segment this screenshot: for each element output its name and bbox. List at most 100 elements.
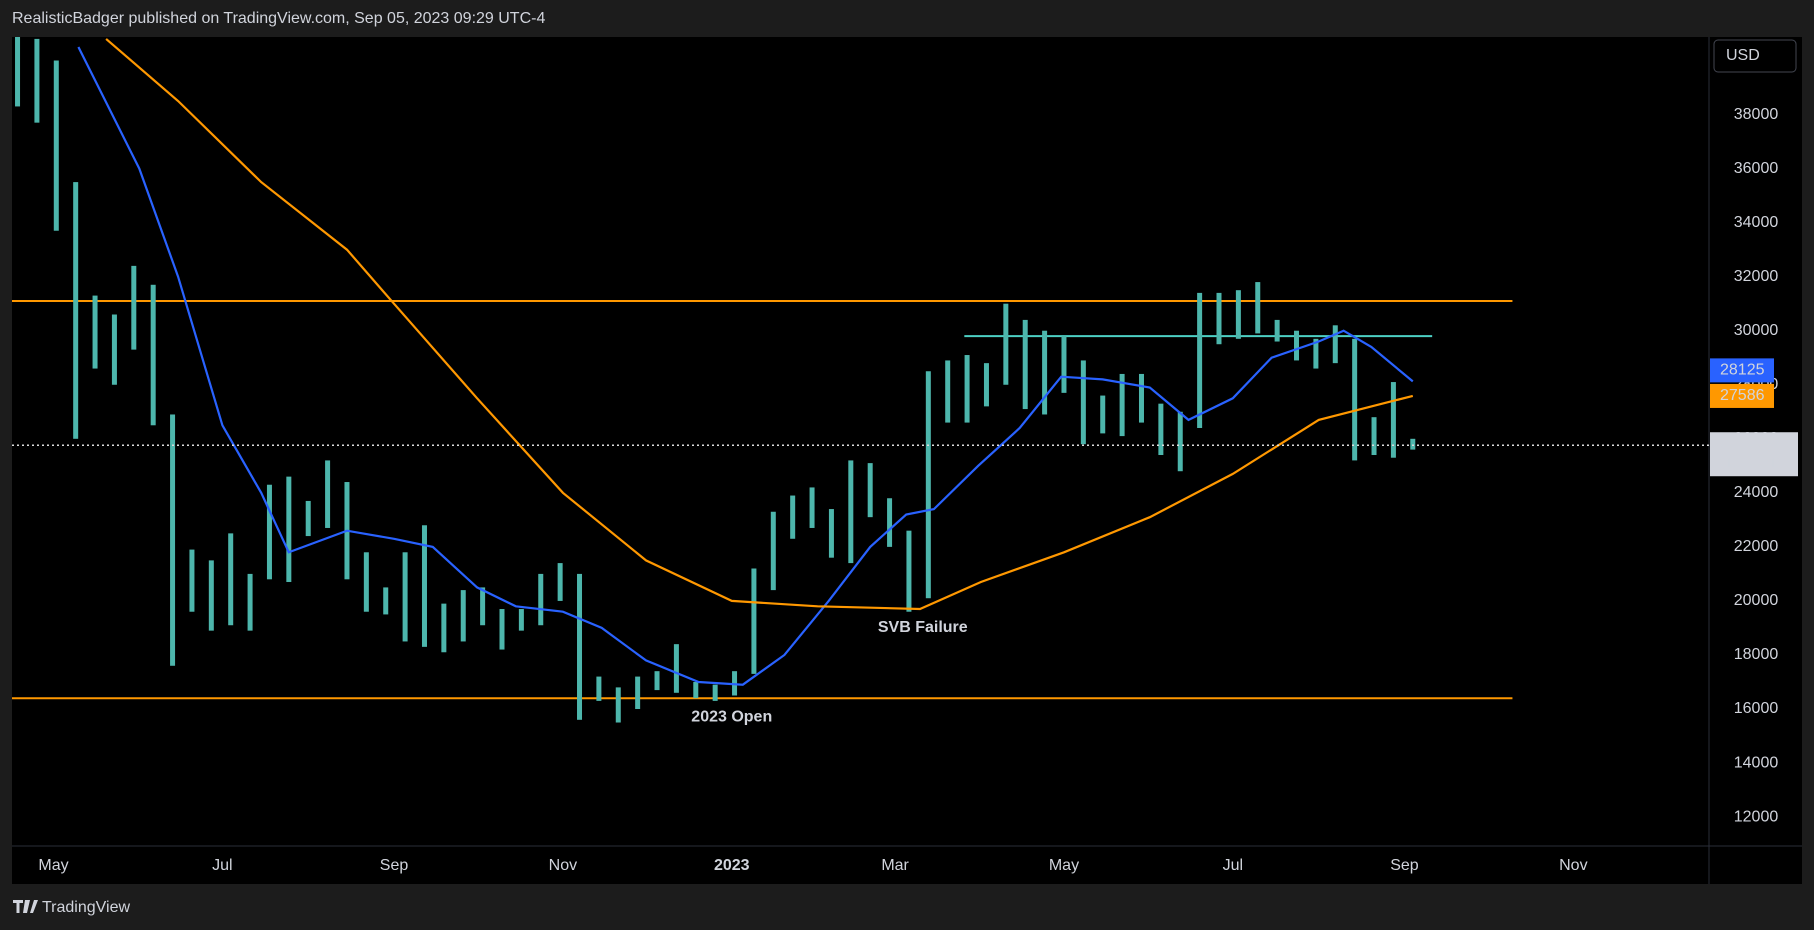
price-bar [673,644,679,693]
price-bar [1158,403,1164,456]
time-axis [12,846,1802,884]
price-bar [170,414,176,666]
price-bar [1080,360,1086,445]
price-bar [906,530,912,612]
price-label-box [1710,383,1774,408]
annotation: 2023 Open [691,708,772,725]
price-bar [848,460,854,564]
plot: SVB Failure 2023 Open [12,37,1709,725]
price-bar [1390,382,1396,458]
price-bar [1042,330,1048,415]
price-bar [828,509,834,558]
price-bar [1061,336,1067,393]
y-tick-label: 36000 [1734,160,1779,177]
price-bar [421,525,427,647]
header: RealisticBadger published on TradingView… [12,10,545,27]
price-bar [577,573,583,720]
brand: TradingView [42,899,130,916]
y-tick-label: 12000 [1734,808,1779,825]
price-bar [73,182,79,439]
x-tick-label: May [1049,857,1079,874]
price-bar [751,568,757,674]
price-bar [131,265,137,350]
price-bar [266,484,272,580]
countdown: 10:30:17 [1724,455,1786,472]
price-bar [596,676,602,701]
y-tick-label: 38000 [1734,106,1779,123]
y-tick-label: 14000 [1734,754,1779,771]
price-bar [983,363,989,407]
price-bar [1255,282,1261,334]
price-bar [964,355,970,423]
price-bar [1022,319,1028,410]
y-tick-label: 34000 [1734,214,1779,231]
price-bar [1352,338,1358,461]
price-bar [770,511,776,591]
price-bar [208,560,214,631]
price-bar [557,563,563,601]
price-bar [1294,330,1300,361]
x-tick-label: Sep [1390,857,1419,874]
price-bar [325,460,331,528]
currency-button[interactable] [1713,39,1797,73]
price-bar [1332,325,1338,364]
price-bar [305,500,311,537]
price-bar [1003,303,1009,385]
price-bar [480,587,486,626]
price-bar [150,284,156,426]
price-bar [1216,292,1222,345]
x-tick-label: Jul [212,857,232,874]
price-bar [383,587,389,615]
x-tick-label: May [38,857,68,874]
price-bar [887,498,893,547]
price-bar [1313,338,1319,369]
price-label: 27586 [1720,387,1765,404]
moving-average [105,38,1414,611]
price-bar [247,573,253,631]
price-bar [15,37,21,107]
price-bar [1177,411,1183,472]
y-tick-label: 18000 [1734,646,1779,663]
price-bar [1119,373,1125,437]
price-bar [867,463,873,518]
price-label-box [1710,358,1774,383]
plot-area [12,37,1709,846]
y-tick-label: 32000 [1734,268,1779,285]
price-bar [34,38,40,123]
price-bar [615,687,621,723]
price-bar [635,676,641,710]
price-bar [538,573,544,626]
price-bar [286,476,292,583]
x-tick-label: Nov [1559,857,1587,874]
price-bar [1371,417,1377,456]
x-tick-label: 2023 [714,857,750,874]
price-bar [228,533,234,626]
x-tick-label: Nov [549,857,577,874]
price-bar [945,360,951,423]
price-label: 28125 [1720,362,1765,379]
price-bar [460,590,466,642]
price-bar [809,487,815,528]
price-bar [53,60,59,231]
last-price: 25762 [1720,435,1765,452]
moving-average [77,46,1414,686]
y-tick-label: 24000 [1734,484,1779,501]
brand-logo [13,900,38,913]
last-price-box [1710,432,1798,477]
currency: USD [1726,47,1760,64]
price-bar [1410,438,1416,450]
price-bar [189,549,195,612]
price-bar [111,314,117,385]
y-tick-label: 16000 [1734,700,1779,717]
annotation: SVB Failure [878,619,968,636]
price-bar [712,684,718,701]
y-tick-label: 20000 [1734,592,1779,609]
price-bar [1138,373,1144,423]
price-bar [925,371,931,599]
price-bar [654,671,660,691]
price-bar [1235,290,1241,339]
price-bar [363,552,369,612]
price-bar [92,295,98,369]
